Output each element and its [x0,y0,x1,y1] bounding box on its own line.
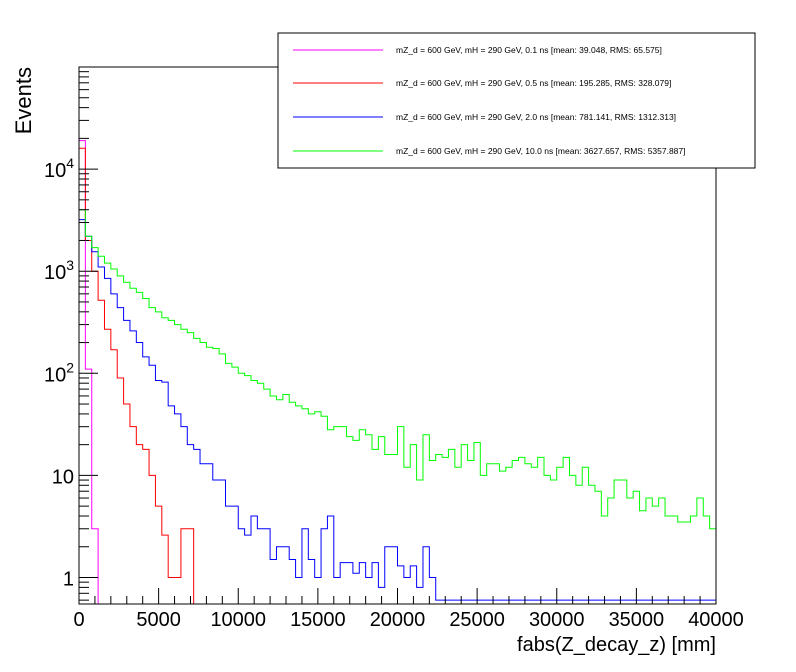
axes-layer: 0 5000 10000 15000 20000 25000 30000 35000 40000… [44,71,744,631]
x-tick-label: 35000 [609,609,665,631]
series-line-1 [79,147,201,604]
y-tick-label: 104 [44,155,74,182]
x-tick-label: 20000 [370,609,426,631]
legend-label-1: mZ_d = 600 GeV, mH = 290 GeV, 0.5 ns [me… [396,78,671,88]
y-tick-label: 102 [44,359,74,386]
x-tick-label: 25000 [449,609,505,631]
y-tick-label: 103 [44,257,74,284]
y-axis-title: Events [11,67,36,134]
legend-label-3: mZ_d = 600 GeV, mH = 290 GeV, 10.0 ns [m… [396,146,686,156]
legend-box [277,32,756,169]
x-tick-label: 5000 [136,609,181,631]
x-axis-title: fabs(Z_decay_z) [mm] [517,634,716,656]
y-tick-label: 10 [52,466,74,488]
series-line-0 [79,140,105,604]
series-line-3 [79,209,716,604]
x-tick-label: 15000 [290,609,346,631]
x-tick-label: 30000 [529,609,585,631]
legend-label-0: mZ_d = 600 GeV, mH = 290 GeV, 0.1 ns [me… [396,45,662,55]
x-tick-label: 10000 [210,609,266,631]
x-tick-label: 40000 [688,609,744,631]
legend-label-2: mZ_d = 600 GeV, mH = 290 GeV, 2.0 ns [me… [396,112,676,122]
y-tick-label: 1 [63,568,74,590]
x-tick-label: 0 [73,609,84,631]
legend: mZ_d = 600 GeV, mH = 290 GeV, 0.1 ns [me… [277,32,756,169]
